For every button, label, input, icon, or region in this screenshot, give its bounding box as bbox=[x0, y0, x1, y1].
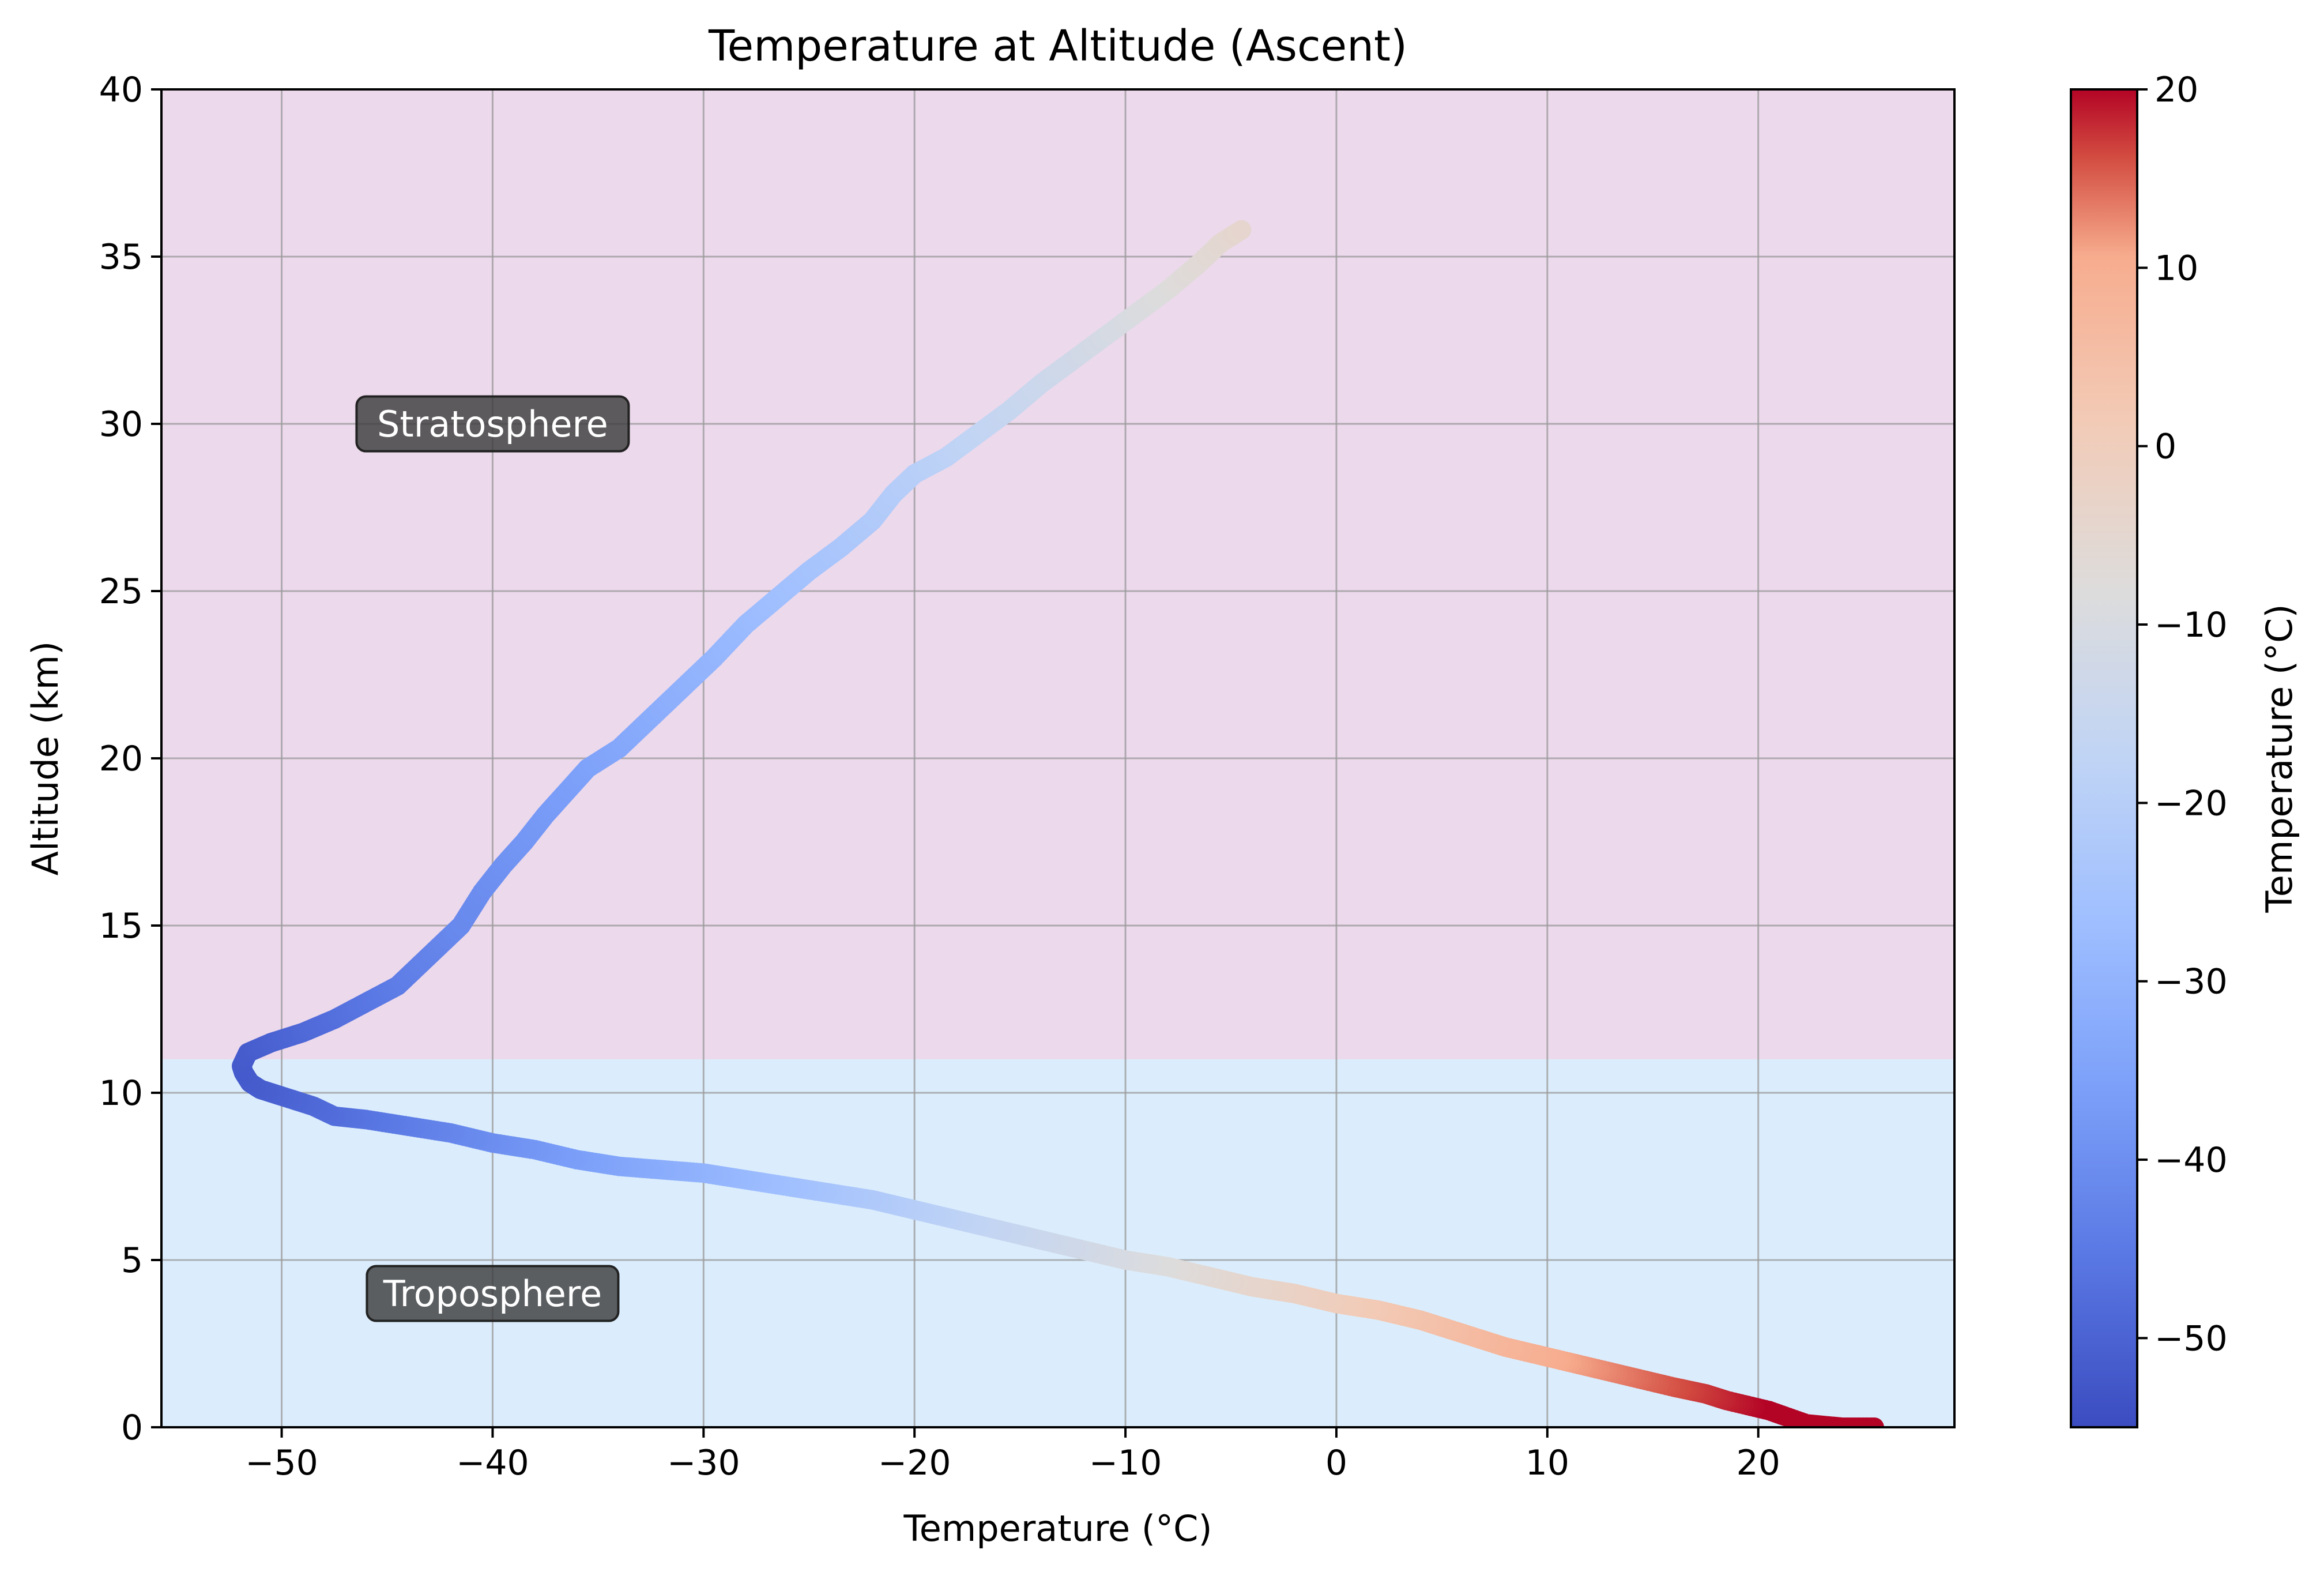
region-band-stratosphere bbox=[161, 89, 1954, 1059]
colorbar-tick-label: −50 bbox=[2154, 1318, 2228, 1359]
atmosphere-regions bbox=[161, 89, 1954, 1427]
x-tick-label: −50 bbox=[245, 1443, 318, 1483]
colorbar-label: Temperature (°C) bbox=[2258, 604, 2300, 913]
region-label: Stratosphere bbox=[377, 403, 608, 445]
x-tick-label: 10 bbox=[1526, 1443, 1569, 1483]
y-tick-label: 5 bbox=[121, 1240, 143, 1281]
data-points bbox=[232, 220, 1884, 1427]
x-tick-label: −30 bbox=[667, 1443, 740, 1483]
colorbar-tick-label: −20 bbox=[2154, 783, 2228, 823]
x-axis-label: Temperature (°C) bbox=[903, 1507, 1212, 1550]
x-tick-label: −40 bbox=[456, 1443, 529, 1483]
colorbar-tick-label: 0 bbox=[2154, 427, 2176, 467]
x-tick-label: 0 bbox=[1325, 1443, 1347, 1483]
y-tick-label: 0 bbox=[121, 1408, 143, 1448]
x-tick-label: −20 bbox=[878, 1443, 951, 1483]
colorbar-ticks: 20 10 0 −10 −20 −30 −40 −50 bbox=[2137, 70, 2228, 1359]
region-label-box bbox=[355, 395, 630, 453]
colorbar-tick-label: −30 bbox=[2154, 962, 2228, 1002]
y-tick-label: 40 bbox=[99, 70, 143, 110]
y-tick-label: 20 bbox=[99, 739, 143, 779]
x-tick-label: 20 bbox=[1737, 1443, 1780, 1483]
chart-title: Temperature at Altitude (Ascent) bbox=[708, 21, 1407, 71]
y-tick-label: 35 bbox=[99, 237, 143, 277]
colorbar bbox=[2070, 88, 2138, 1428]
y-tick-label: 25 bbox=[99, 571, 143, 612]
y-tick-label: 10 bbox=[99, 1073, 143, 1114]
y-tick-label: 30 bbox=[99, 404, 143, 445]
colorbar-tick-label: 20 bbox=[2154, 70, 2198, 110]
data-point bbox=[1231, 220, 1252, 240]
colorbar-tick-label: −40 bbox=[2154, 1140, 2228, 1180]
region-label-box bbox=[366, 1265, 620, 1322]
region-labels: Troposphere Stratosphere bbox=[355, 395, 630, 1322]
colorbar-tick-label: 10 bbox=[2154, 248, 2198, 288]
colorbar-tick-label: −10 bbox=[2154, 605, 2228, 645]
y-axis-ticks: 0 5 10 15 20 25 30 35 40 bbox=[99, 70, 161, 1448]
y-axis-label: Altitude (km) bbox=[24, 641, 66, 876]
region-label: Troposphere bbox=[383, 1273, 602, 1315]
x-tick-label: −10 bbox=[1089, 1443, 1162, 1483]
x-axis-ticks: −50 −40 −30 −20 −10 0 10 20 bbox=[245, 1427, 1780, 1483]
y-tick-label: 15 bbox=[99, 906, 143, 946]
